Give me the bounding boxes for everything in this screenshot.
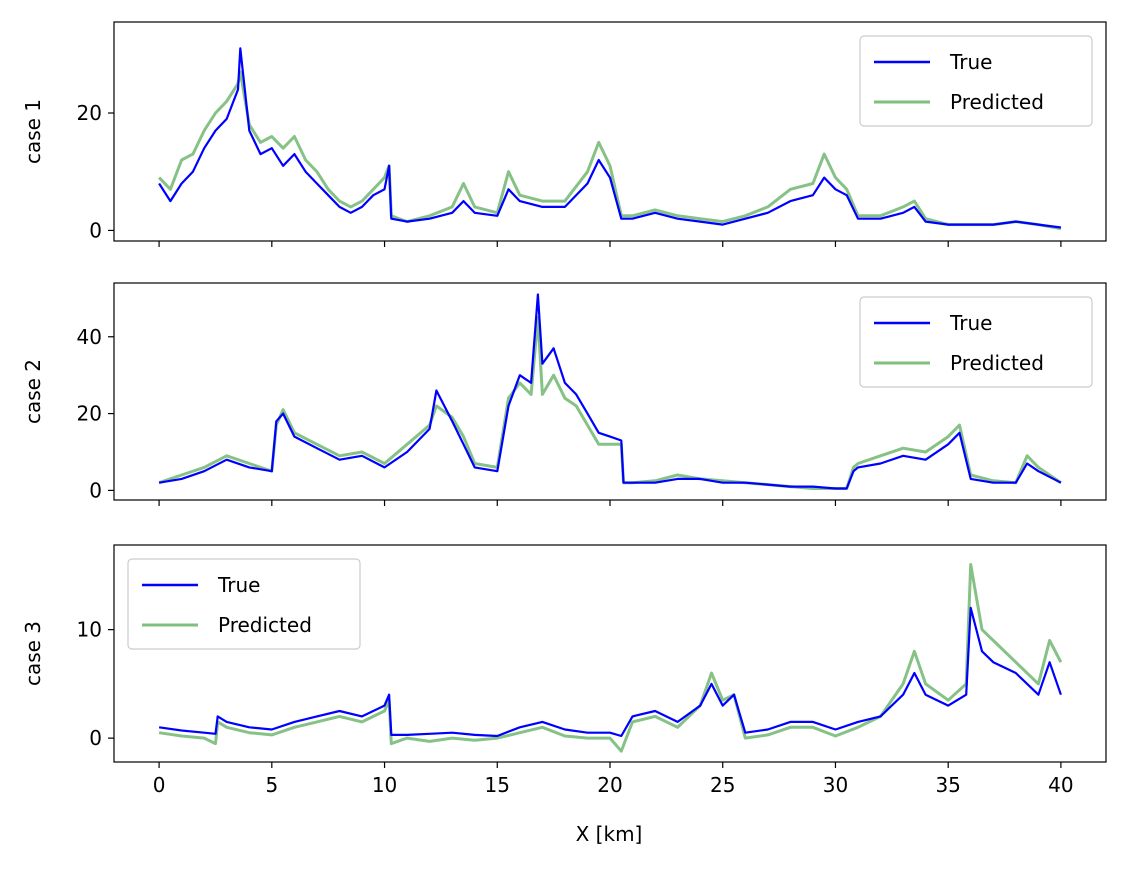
y-axis-title: case 1	[21, 99, 45, 164]
legend-label-true: True	[949, 50, 992, 74]
panel-case-1: 0 20 case 1 True Predicted	[21, 21, 1107, 247]
x-tick-label: 0	[153, 773, 166, 797]
x-tick-label: 20	[597, 773, 622, 797]
x-tick-label: 5	[265, 773, 278, 797]
legend-label-true: True	[949, 311, 992, 335]
series-line-predicted-case-2	[158, 316, 1062, 490]
y-axis-title: case 2	[21, 359, 45, 424]
legend-label-true: True	[217, 573, 260, 597]
y-tick-label: 0	[89, 218, 102, 242]
panel-case-2: 0 20 40 case 2 True Predicted	[21, 282, 1107, 506]
y-tick-label: 40	[77, 325, 102, 349]
series-line-predicted-case-1	[158, 70, 1062, 231]
legend-label-predicted: Predicted	[218, 613, 312, 637]
legend: True Predicted	[859, 35, 1093, 127]
x-tick-label: 10	[372, 773, 397, 797]
series-line-predicted-case-3	[158, 563, 1063, 753]
x-tick-label: 35	[935, 773, 960, 797]
legend: True Predicted	[859, 296, 1093, 388]
y-tick-label: 20	[77, 402, 102, 426]
y-tick-label: 20	[77, 101, 102, 125]
x-tick-label: 30	[823, 773, 848, 797]
y-tick-label: 10	[77, 618, 102, 642]
y-tick-label: 0	[89, 726, 102, 750]
x-tick-label: 25	[710, 773, 735, 797]
x-tick-label: 40	[1048, 773, 1073, 797]
panel-case-3: 0 5 10 15 20 25 30 35 40 0 10 case 3 True Predicted	[21, 544, 1107, 797]
y-axis-title: case 3	[21, 621, 45, 686]
legend-label-predicted: Predicted	[950, 90, 1044, 114]
series-line-true-case-3	[158, 606, 1062, 738]
y-tick-label: 0	[89, 478, 102, 502]
series-line-true-case-1	[158, 47, 1062, 229]
series-line-true-case-2	[158, 293, 1062, 490]
legend-label-predicted: Predicted	[950, 351, 1044, 375]
x-tick-label: 15	[485, 773, 510, 797]
x-axis-title: X [km]	[576, 822, 643, 846]
legend: True Predicted	[127, 558, 361, 650]
